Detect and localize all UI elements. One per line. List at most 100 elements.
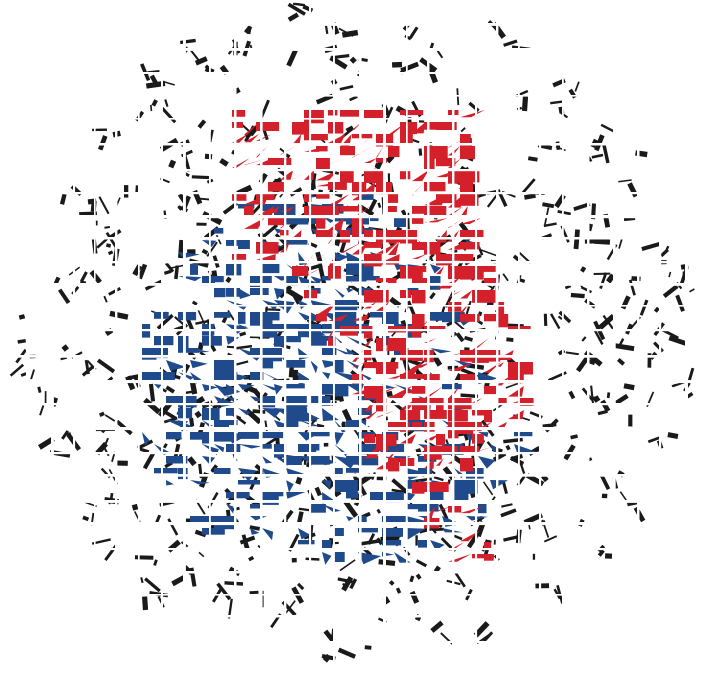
ink-fragment — [165, 262, 175, 273]
red-fragment — [340, 110, 361, 117]
ink-fragment — [17, 339, 26, 344]
blue-fragment — [334, 384, 349, 397]
ink-fragment — [98, 411, 105, 417]
ink-fragment — [224, 581, 244, 586]
grid-gap — [452, 0, 455, 681]
red-fragment — [424, 506, 436, 520]
blue-fragment — [226, 492, 250, 499]
blue-fragment — [274, 384, 283, 395]
red-fragment — [292, 170, 313, 180]
ink-fragment — [9, 363, 24, 377]
grid-gap — [0, 500, 714, 503]
red-fragment — [316, 158, 330, 171]
red-fragment — [424, 146, 448, 159]
blue-fragment — [178, 372, 194, 380]
red-fragment — [412, 218, 424, 224]
ink-fragment — [70, 184, 83, 196]
ink-fragment — [103, 295, 108, 303]
ink-fragment — [158, 407, 178, 421]
red-fragment — [424, 242, 441, 255]
ink-fragment — [660, 248, 669, 258]
red-fragment — [340, 242, 363, 253]
blue-fragment — [334, 432, 344, 446]
ink-fragment — [460, 393, 479, 399]
red-fragment — [496, 398, 507, 404]
ink-fragment — [337, 647, 356, 659]
red-fragment — [292, 230, 302, 239]
grid-gap — [0, 403, 714, 406]
red-fragment — [424, 182, 446, 192]
blue-fragment — [262, 276, 272, 284]
grid-gap — [562, 0, 564, 681]
red-fragment — [520, 398, 534, 406]
red-fragment — [328, 338, 336, 346]
red-fragment — [364, 410, 379, 419]
blue-fragment — [442, 384, 462, 390]
red-fragment — [484, 314, 508, 322]
blue-fragment — [346, 288, 354, 293]
red-fragment — [328, 134, 346, 144]
ink-fragment — [115, 460, 128, 466]
blue-fragment — [286, 216, 309, 225]
red-fragment — [268, 158, 292, 165]
ink-fragment — [286, 49, 298, 67]
blue-fragment — [190, 264, 198, 275]
red-fragment — [508, 410, 524, 420]
blue-fragment — [298, 396, 309, 409]
blue-fragment — [334, 312, 357, 325]
ink-fragment — [279, 147, 286, 153]
red-fragment — [316, 146, 328, 152]
grid-gap — [333, 0, 335, 681]
blue-fragment — [274, 420, 287, 431]
ink-fragment — [602, 143, 610, 164]
red-fragment — [448, 302, 462, 312]
red-fragment — [484, 554, 494, 561]
ink-fragment — [376, 537, 383, 546]
ink-fragment — [142, 596, 149, 611]
blue-fragment — [286, 384, 305, 389]
ink-fragment — [323, 629, 336, 643]
blue-fragment — [358, 192, 374, 200]
ink-fragment — [38, 436, 55, 450]
blue-fragment — [334, 252, 349, 263]
red-fragment — [400, 362, 423, 376]
ink-fragment — [91, 538, 111, 545]
ink-fragment — [287, 2, 306, 16]
ink-fragment — [194, 529, 207, 538]
blue-fragments — [142, 192, 537, 565]
blue-fragment — [346, 312, 355, 321]
red-fragment — [412, 386, 426, 394]
red-fragment — [412, 422, 423, 431]
red-fragment — [460, 146, 477, 160]
ink-fragment — [455, 332, 465, 343]
blue-fragment — [454, 480, 478, 494]
red-fragment — [436, 194, 457, 204]
grid-gap — [518, 0, 520, 681]
blue-fragment — [310, 276, 322, 286]
ink-fragment — [605, 553, 613, 559]
blue-fragment — [190, 360, 208, 369]
red-fragment — [400, 122, 418, 135]
ink-fragment — [98, 135, 108, 151]
grid-gap — [685, 0, 688, 681]
red-fragment — [280, 206, 296, 212]
red-fragment — [424, 338, 437, 343]
red-fragment — [400, 170, 411, 180]
ink-fragment — [581, 336, 587, 342]
blue-fragment — [334, 552, 345, 562]
ink-fragment — [148, 383, 156, 402]
red-fragment — [244, 122, 260, 135]
red-fragment — [412, 170, 429, 182]
ink-fragment — [623, 383, 635, 391]
red-fragment — [280, 170, 294, 180]
red-fragment — [388, 146, 400, 158]
ink-fragment — [510, 453, 523, 462]
ink-fragment — [641, 242, 661, 251]
red-fragment — [508, 374, 524, 384]
ink-fragment — [573, 202, 591, 211]
grid-gap — [260, 0, 263, 681]
red-fragment — [292, 122, 311, 135]
red-fragment — [412, 314, 425, 327]
ink-fragment — [200, 197, 210, 201]
blue-fragment — [406, 504, 421, 510]
